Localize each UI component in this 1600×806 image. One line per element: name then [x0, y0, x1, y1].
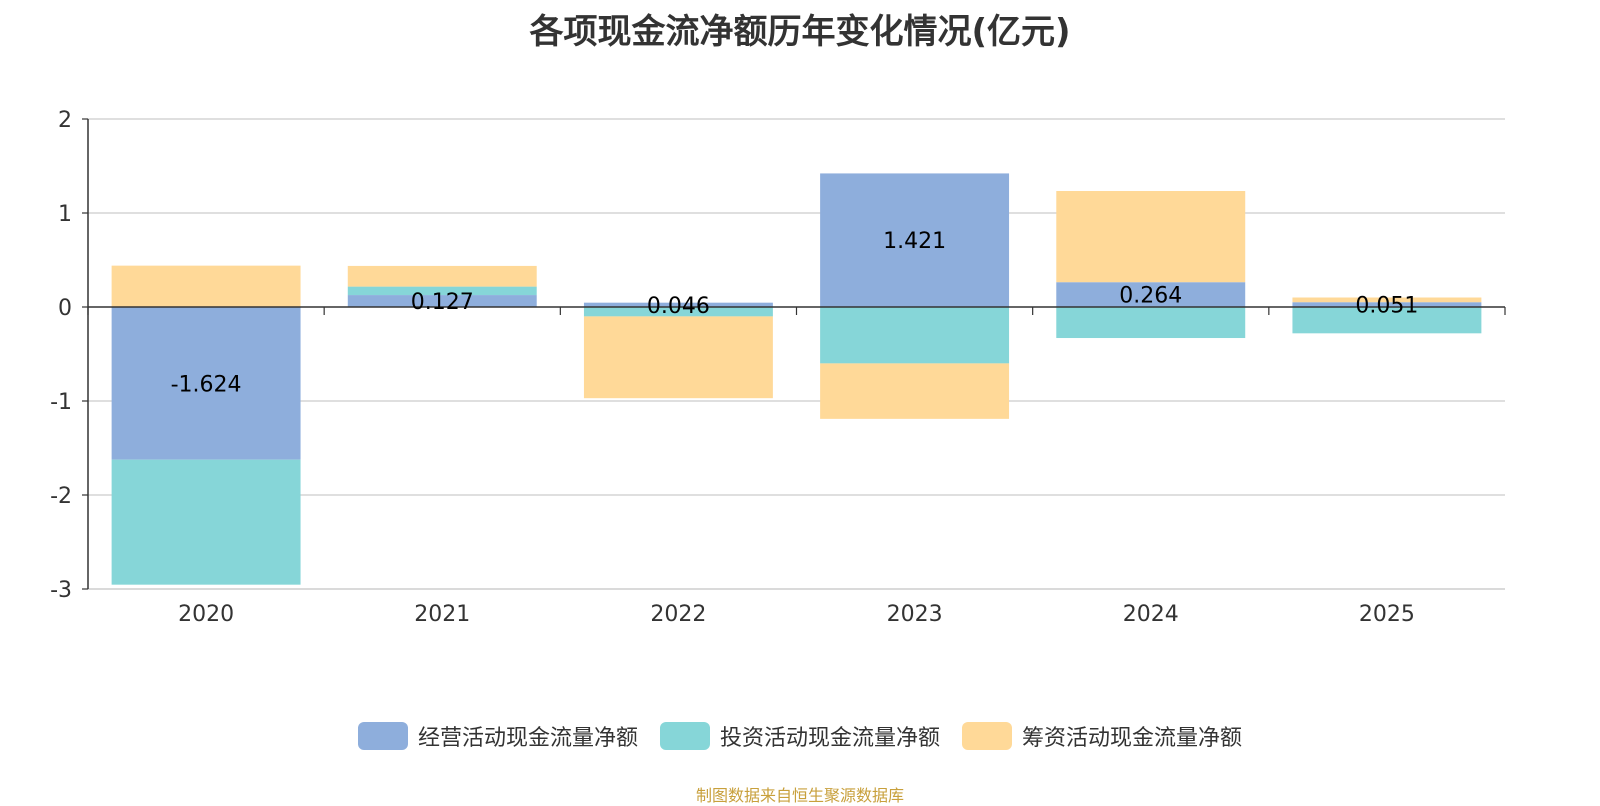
- bar-2022-series-2: [583, 316, 773, 399]
- y-tick-label: -2: [50, 484, 72, 509]
- data-label: 1.421: [883, 229, 946, 254]
- bar-2025-series-1: [1292, 307, 1482, 334]
- data-label: -1.624: [171, 372, 242, 397]
- bar-2023-series-0: [820, 173, 1010, 307]
- bar-2021-series-2: [347, 265, 537, 287]
- bar-2020-series-2: [111, 265, 301, 307]
- x-tick-label: 2020: [178, 602, 234, 627]
- chart-canvas: 2 1 0 -1 -2 -3 2020 2021 2022 2023 2024 2025 -1.624 0…: [50, 108, 1506, 627]
- data-label: 0.046: [647, 294, 710, 319]
- legend-item-investing[interactable]: 投资活动现金流量净额: [659, 720, 940, 752]
- bar-2024-series-1: [1056, 307, 1246, 339]
- chart-title: 各项现金流净额历年变化情况(亿元): [529, 12, 1071, 52]
- x-tick-label: 2022: [650, 602, 706, 627]
- bar-2021-series-0: [347, 295, 537, 307]
- y-tick-label: -1: [50, 390, 72, 415]
- x-tick-label: 2025: [1359, 602, 1415, 627]
- data-label: 0.051: [1355, 294, 1418, 319]
- source-note: 制图数据来自恒生聚源数据库: [695, 786, 904, 805]
- bar-2025-series-2: [1292, 297, 1482, 303]
- x-tick-label: 2023: [887, 602, 943, 627]
- bar-2022-series-0: [583, 302, 773, 307]
- bar-2022-series-1: [583, 307, 773, 317]
- bar-2020-series-1: [111, 459, 301, 585]
- data-label: 0.127: [411, 290, 474, 315]
- legend-item-financing[interactable]: 筹资活动现金流量净额: [962, 720, 1242, 752]
- bar-2025-series-0: [1292, 302, 1482, 307]
- legend-label-investing: 投资活动现金流量净额: [719, 726, 940, 751]
- y-tick-label: 1: [58, 202, 72, 227]
- bar-2021-series-1: [347, 286, 537, 296]
- bar-2024-series-0: [1056, 282, 1246, 307]
- y-tick-label: 2: [58, 108, 72, 133]
- x-tick-label: 2024: [1123, 602, 1179, 627]
- legend-label-operating: 经营活动现金流量净额: [417, 726, 638, 751]
- legend-swatch-financing: [962, 722, 1012, 750]
- legend-swatch-investing: [659, 722, 710, 750]
- legend-swatch-operating: [357, 722, 408, 750]
- bar-2023-series-1: [820, 307, 1010, 364]
- bar-2024-series-2: [1056, 191, 1246, 283]
- bar-2020-series-0: [111, 307, 301, 460]
- bar-2023-series-2: [820, 363, 1010, 419]
- legend: 经营活动现金流量净额 投资活动现金流量净额 筹资活动现金流量净额: [0, 720, 1600, 752]
- y-tick-label: 0: [58, 296, 72, 321]
- data-label: 0.264: [1119, 284, 1182, 309]
- legend-label-financing: 筹资活动现金流量净额: [1022, 726, 1243, 751]
- x-tick-label: 2021: [414, 602, 470, 627]
- legend-item-operating[interactable]: 经营活动现金流量净额: [357, 720, 638, 752]
- y-tick-label: -3: [50, 578, 72, 603]
